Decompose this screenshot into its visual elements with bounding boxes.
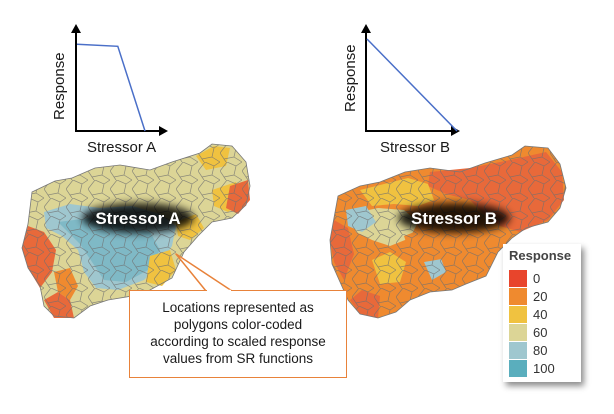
- legend-swatch-2: [509, 306, 527, 323]
- legend: Response 0 20 40 60 80 100: [503, 244, 581, 382]
- legend-label-0: 0: [533, 271, 541, 286]
- callout-box: Locations represented as polygons color-…: [129, 290, 347, 378]
- legend-item-0: 0: [509, 270, 579, 287]
- chart-b: Stressor B Response: [342, 24, 460, 156]
- map-b-outline: [329, 145, 567, 319]
- callout-line-1: Locations represented as: [162, 300, 314, 315]
- legend-label-2: 40: [533, 307, 548, 322]
- map-b: Stressor B: [329, 145, 567, 319]
- chart-b-series-line: [366, 38, 458, 132]
- legend-label-1: 20: [533, 289, 548, 304]
- legend-swatch-5: [509, 360, 527, 377]
- legend-swatch-3: [509, 324, 527, 341]
- legend-swatch-0: [509, 270, 527, 287]
- chart-a-y-arrow: [71, 24, 81, 33]
- callout-pointer: [175, 253, 233, 292]
- map-a-label: Stressor A: [95, 209, 180, 228]
- map-a-outline: [21, 143, 251, 319]
- callout-line-2: polygons color-coded: [173, 317, 303, 332]
- legend-item-1: 20: [509, 288, 579, 305]
- legend-item-5: 100: [509, 360, 579, 377]
- map-b-label: Stressor B: [411, 209, 497, 228]
- callout-text: Locations represented as polygons color-…: [130, 299, 346, 367]
- map-a-label-glow: [82, 203, 194, 233]
- legend-label-5: 100: [533, 361, 555, 376]
- map-a: Stressor A: [21, 143, 251, 319]
- legend-swatch-4: [509, 342, 527, 359]
- map-b-label-glow: [398, 203, 510, 233]
- chart-a-x-arrow: [159, 126, 168, 136]
- legend-item-2: 40: [509, 306, 579, 323]
- chart-b-x-label: Stressor B: [380, 139, 450, 156]
- chart-b-y-arrow: [361, 24, 371, 33]
- legend-item-3: 60: [509, 324, 579, 341]
- chart-a-x-label: Stressor A: [87, 139, 156, 156]
- legend-label-3: 60: [533, 325, 548, 340]
- callout-line-3: according to scaled response: [150, 334, 326, 349]
- chart-a-series-line: [76, 43, 146, 132]
- legend-label-4: 80: [533, 343, 548, 358]
- chart-a-y-label: Response: [51, 52, 68, 120]
- legend-title: Response: [509, 248, 572, 263]
- legend-swatch-1: [509, 288, 527, 305]
- callout-line-4: values from SR functions: [162, 351, 314, 366]
- legend-item-4: 80: [509, 342, 579, 359]
- chart-b-x-arrow: [451, 126, 460, 136]
- chart-a: Stressor A Response: [51, 24, 168, 156]
- chart-b-y-label: Response: [342, 44, 359, 112]
